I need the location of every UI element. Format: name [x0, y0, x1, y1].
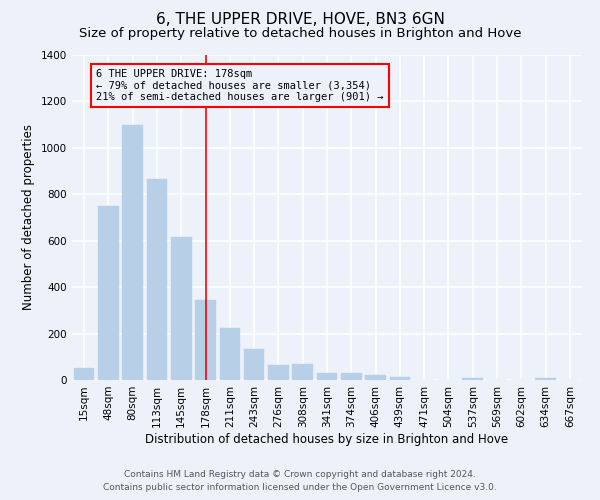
Y-axis label: Number of detached properties: Number of detached properties [22, 124, 35, 310]
Bar [220, 328, 240, 380]
Bar [74, 368, 94, 380]
Bar [98, 206, 119, 380]
Text: 6 THE UPPER DRIVE: 178sqm
← 79% of detached houses are smaller (3,354)
21% of se: 6 THE UPPER DRIVE: 178sqm ← 79% of detac… [96, 69, 384, 102]
Bar [146, 179, 167, 380]
Bar [389, 376, 410, 380]
Bar [122, 124, 143, 380]
Bar [365, 376, 386, 380]
Bar [171, 237, 191, 380]
Bar [195, 300, 216, 380]
Bar [244, 348, 265, 380]
X-axis label: Distribution of detached houses by size in Brighton and Hove: Distribution of detached houses by size … [145, 432, 509, 446]
Bar [317, 373, 337, 380]
Text: Size of property relative to detached houses in Brighton and Hove: Size of property relative to detached ho… [79, 28, 521, 40]
Text: 6, THE UPPER DRIVE, HOVE, BN3 6GN: 6, THE UPPER DRIVE, HOVE, BN3 6GN [155, 12, 445, 28]
Bar [292, 364, 313, 380]
Bar [341, 373, 362, 380]
Bar [463, 378, 483, 380]
Bar [535, 378, 556, 380]
Text: Contains HM Land Registry data © Crown copyright and database right 2024.
Contai: Contains HM Land Registry data © Crown c… [103, 470, 497, 492]
Bar [268, 365, 289, 380]
